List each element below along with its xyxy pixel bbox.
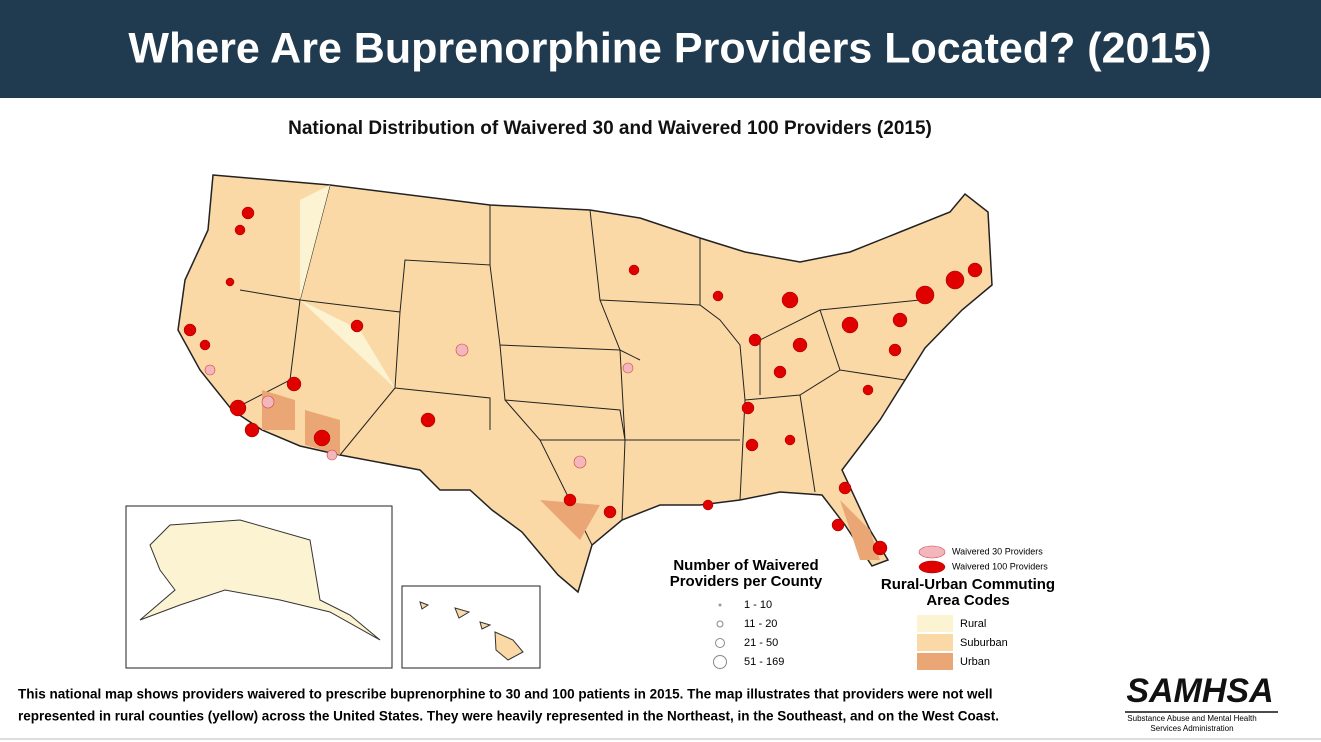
- size-label: 1 - 10: [744, 599, 772, 611]
- provider-dot: [841, 316, 859, 334]
- provider-dot: [286, 376, 302, 392]
- caption-line: This national map shows providers waiver…: [18, 687, 993, 702]
- suburban-swatch: [917, 634, 953, 651]
- logo-subtitle: Services Administration: [1150, 724, 1233, 733]
- size-legend-title: Number of Waivered: [673, 557, 818, 574]
- logo-name: SAMHSA: [1126, 672, 1273, 710]
- provider-dot: [199, 339, 211, 351]
- us-map: [177, 174, 993, 594]
- size-label: 21 - 50: [744, 637, 778, 649]
- size-marker: [718, 603, 722, 607]
- size-marker: [715, 638, 725, 648]
- provider-dot: [225, 277, 235, 287]
- provider-dot: [241, 206, 255, 220]
- provider-dot: [229, 399, 247, 417]
- caption-line: represented in rural counties (yellow) a…: [18, 709, 999, 724]
- ruca-legend-title: Area Codes: [926, 592, 1009, 609]
- rural-swatch: [917, 615, 953, 632]
- provider-dot: [872, 540, 888, 556]
- provider-dot: [745, 438, 759, 452]
- legend-label: Waivered 100 Providers: [952, 561, 1048, 571]
- provider-dot: [712, 290, 724, 302]
- provider-dot: [967, 262, 983, 278]
- provider-dot: [350, 319, 364, 333]
- provider-dot: [326, 449, 338, 461]
- ruca-label: Urban: [960, 656, 990, 668]
- provider-dot: [183, 323, 197, 337]
- provider-dot: [792, 337, 808, 353]
- provider-dot: [622, 362, 634, 374]
- slide-title: Where Are Buprenorphine Providers Locate…: [128, 24, 1211, 72]
- provider-dot: [888, 343, 902, 357]
- provider-dot: [455, 343, 469, 357]
- provider-dot: [628, 264, 640, 276]
- provider-dot: [603, 505, 617, 519]
- provider-dot: [741, 401, 755, 415]
- size-label: 51 - 169: [744, 656, 784, 668]
- size-legend-title: Providers per County: [670, 573, 823, 590]
- urban-area: [262, 390, 880, 560]
- provider-dot: [563, 493, 577, 507]
- provider-dot: [261, 395, 275, 409]
- provider-dot: [915, 285, 935, 305]
- size-marker: [713, 655, 727, 669]
- provider-dot: [945, 270, 965, 290]
- w30-legend-marker: [918, 545, 946, 559]
- alaska-shape: [139, 519, 381, 641]
- urban-swatch: [917, 653, 953, 670]
- provider-dot: [784, 434, 796, 446]
- provider-dot: [234, 224, 246, 236]
- header-bar: [0, 0, 1321, 98]
- legend-label: Waivered 30 Providers: [952, 546, 1043, 556]
- provider-dot: [204, 364, 216, 376]
- provider-dot: [838, 481, 852, 495]
- provider-dot: [773, 365, 787, 379]
- provider-dot: [313, 429, 331, 447]
- provider-dot: [702, 499, 714, 511]
- provider-dot: [862, 384, 874, 396]
- provider-dot: [831, 518, 845, 532]
- provider-dot: [573, 455, 587, 469]
- hawaii-shape: [419, 601, 524, 661]
- ruca-legend-title: Rural-Urban Commuting: [881, 576, 1055, 593]
- w100-legend-marker: [918, 560, 946, 574]
- provider-dots: [183, 206, 983, 556]
- hawaii-inset: [401, 585, 541, 669]
- rural-area: [300, 185, 395, 388]
- size-marker: [716, 620, 724, 628]
- ruca-label: Rural: [960, 618, 986, 630]
- provider-dot: [420, 412, 436, 428]
- us-outline: [177, 174, 993, 594]
- provider-dot: [244, 422, 260, 438]
- size-label: 11 - 20: [744, 618, 777, 630]
- ruca-label: Suburban: [960, 637, 1008, 649]
- map-title: National Distribution of Waivered 30 and…: [288, 118, 932, 139]
- logo-subtitle: Substance Abuse and Mental Health: [1127, 714, 1256, 723]
- provider-dot: [781, 291, 799, 309]
- provider-dot: [892, 312, 908, 328]
- provider-dot: [748, 333, 762, 347]
